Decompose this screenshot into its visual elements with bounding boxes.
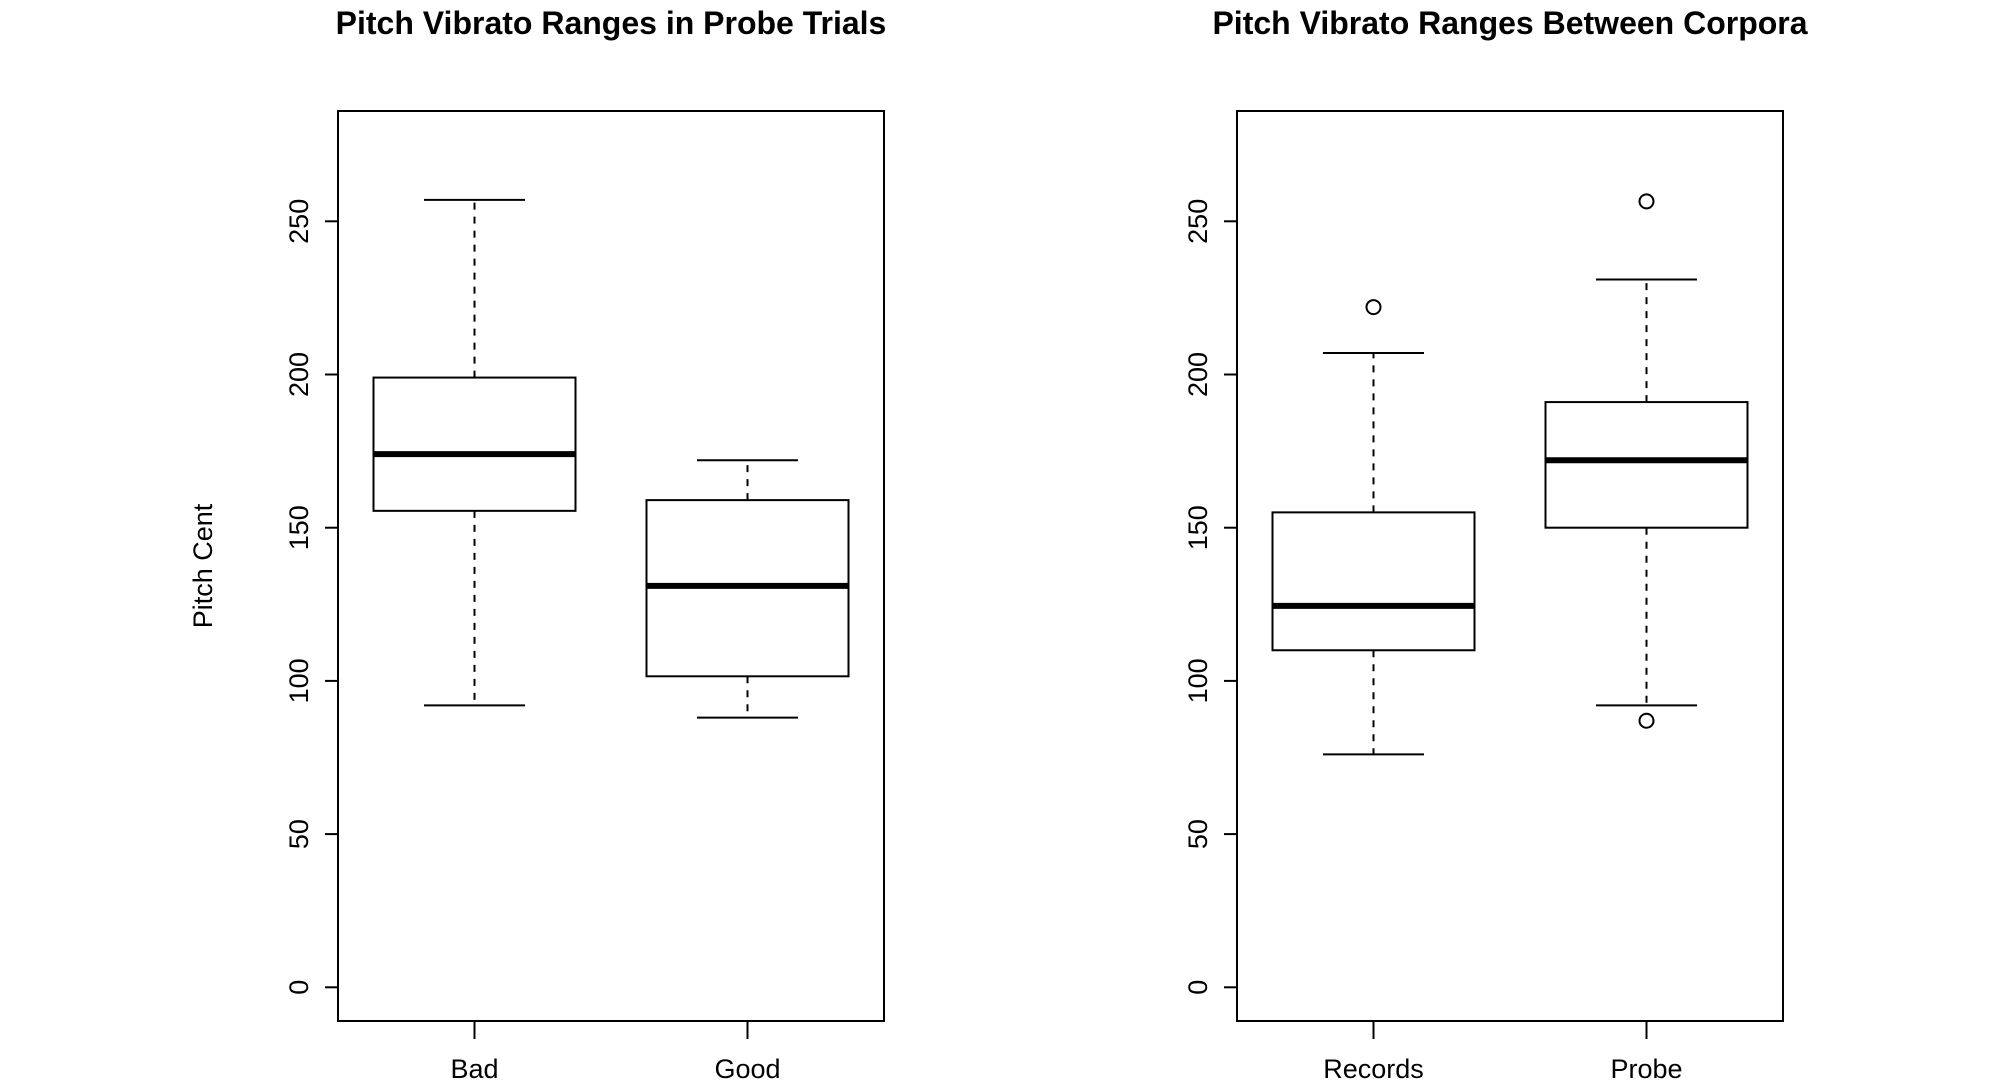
y-tick-label: 0 — [284, 980, 314, 995]
y-tick-label: 100 — [1183, 658, 1213, 703]
outlier-point — [1638, 193, 1655, 210]
outlier-point — [1638, 712, 1655, 729]
y-axis-title: Pitch Cent — [188, 503, 218, 628]
y-tick-label: 50 — [284, 819, 314, 849]
x-tick-label: Records — [1323, 1054, 1424, 1084]
outlier-point — [1365, 299, 1382, 316]
y-tick-label: 150 — [284, 505, 314, 550]
y-tick-label: 250 — [284, 199, 314, 244]
plot-frame — [1236, 110, 1784, 1022]
y-tick-label: 200 — [284, 352, 314, 397]
box-records — [1271, 299, 1476, 756]
box-good — [645, 459, 850, 719]
panel-probe-trials: Pitch Vibrato Ranges in Probe Trials 0 50 1… — [188, 5, 886, 1084]
iqr-box — [372, 376, 577, 512]
y-tick-label: 100 — [284, 658, 314, 703]
panel-between-corpora: Pitch Vibrato Ranges Between Corpora 0 50 1… — [1183, 5, 1808, 1084]
box-probe — [1544, 193, 1749, 729]
x-tick-label: Good — [714, 1054, 780, 1084]
y-tick-label: 0 — [1183, 980, 1213, 995]
chart-title: Pitch Vibrato Ranges Between Corpora — [1212, 5, 1807, 41]
y-tick-label: 250 — [1183, 199, 1213, 244]
box-bad — [372, 198, 577, 707]
x-tick-label: Bad — [450, 1054, 498, 1084]
y-tick-label: 200 — [1183, 352, 1213, 397]
chart-title: Pitch Vibrato Ranges in Probe Trials — [336, 5, 887, 41]
y-tick-label: 50 — [1183, 819, 1213, 849]
plot-frame — [337, 110, 885, 1022]
y-tick-label: 150 — [1183, 505, 1213, 550]
iqr-box — [1271, 511, 1476, 652]
iqr-box — [1544, 401, 1749, 529]
x-tick-label: Probe — [1610, 1054, 1682, 1084]
